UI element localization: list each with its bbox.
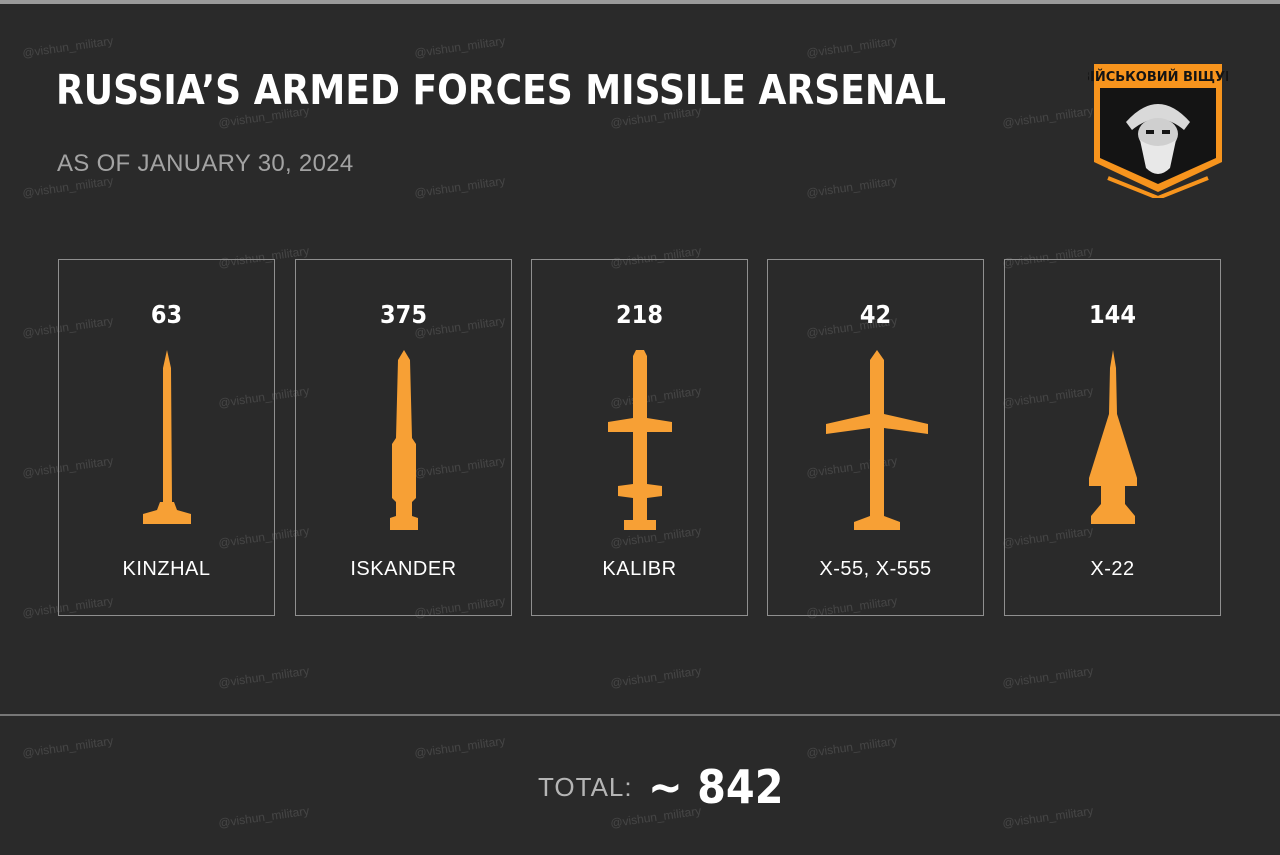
x55-missile-icon <box>768 348 983 538</box>
watermark-text: @vishun_military <box>413 33 507 61</box>
watermark-text: @vishun_military <box>805 733 899 761</box>
kinzhal-missile-icon <box>59 348 274 538</box>
watermark-text: @vishun_military <box>1001 103 1095 131</box>
watermark-text: @vishun_military <box>1001 803 1095 831</box>
x22-missile-icon <box>1005 348 1220 538</box>
bearded-man-emblem-icon: ВІЙСЬКОВИЙ ВІЩУН <box>1080 64 1236 201</box>
missile-count: 144 <box>1089 300 1136 329</box>
logo-text: ВІЙСЬКОВИЙ ВІЩУН <box>1088 69 1228 85</box>
watermark-text: @vishun_military <box>805 173 899 201</box>
watermark-text: @vishun_military <box>21 33 115 61</box>
missile-count: 63 <box>150 300 183 329</box>
missile-count: 375 <box>380 300 427 329</box>
logo: ВІЙСЬКОВИЙ ВІЩУН <box>1080 56 1236 201</box>
missile-name: ISKANDER <box>350 558 457 580</box>
watermark-text: @vishun_military <box>609 663 703 691</box>
watermark-text: @vishun_military <box>1001 663 1095 691</box>
watermark-text: @vishun_military <box>413 173 507 201</box>
missile-count: 218 <box>616 300 663 329</box>
missile-card-x22: 144 X-22 <box>1004 259 1221 616</box>
iskander-missile-icon <box>296 348 511 538</box>
watermark-text: @vishun_military <box>413 733 507 761</box>
missile-card-kinzhal: 63 KINZHAL <box>58 259 275 616</box>
missile-card-x55: 42 X-55, X-555 <box>767 259 984 616</box>
page-title: RUSSIA’S ARMED FORCES MISSILE ARSENAL <box>56 66 947 114</box>
kalibr-missile-icon <box>532 348 747 538</box>
missile-name: KALIBR <box>602 558 677 580</box>
missile-card-iskander: 375 ISKANDER <box>295 259 512 616</box>
section-divider <box>0 714 1280 716</box>
missile-card-kalibr: 218 KALIBR <box>531 259 748 616</box>
total-value: ~ 842 <box>648 760 784 814</box>
watermark-text: @vishun_military <box>217 803 311 831</box>
missile-count: 42 <box>859 300 892 329</box>
watermark-text: @vishun_military <box>217 663 311 691</box>
top-rule <box>0 0 1280 4</box>
missile-name: X-55, X-555 <box>819 558 932 580</box>
page-subtitle: AS OF JANUARY 30, 2024 <box>57 150 354 177</box>
missile-name: X-22 <box>1090 558 1135 580</box>
total-label: TOTAL: <box>538 772 633 802</box>
missile-name: KINZHAL <box>122 558 211 580</box>
watermark-text: @vishun_military <box>805 33 899 61</box>
watermark-text: @vishun_military <box>21 733 115 761</box>
